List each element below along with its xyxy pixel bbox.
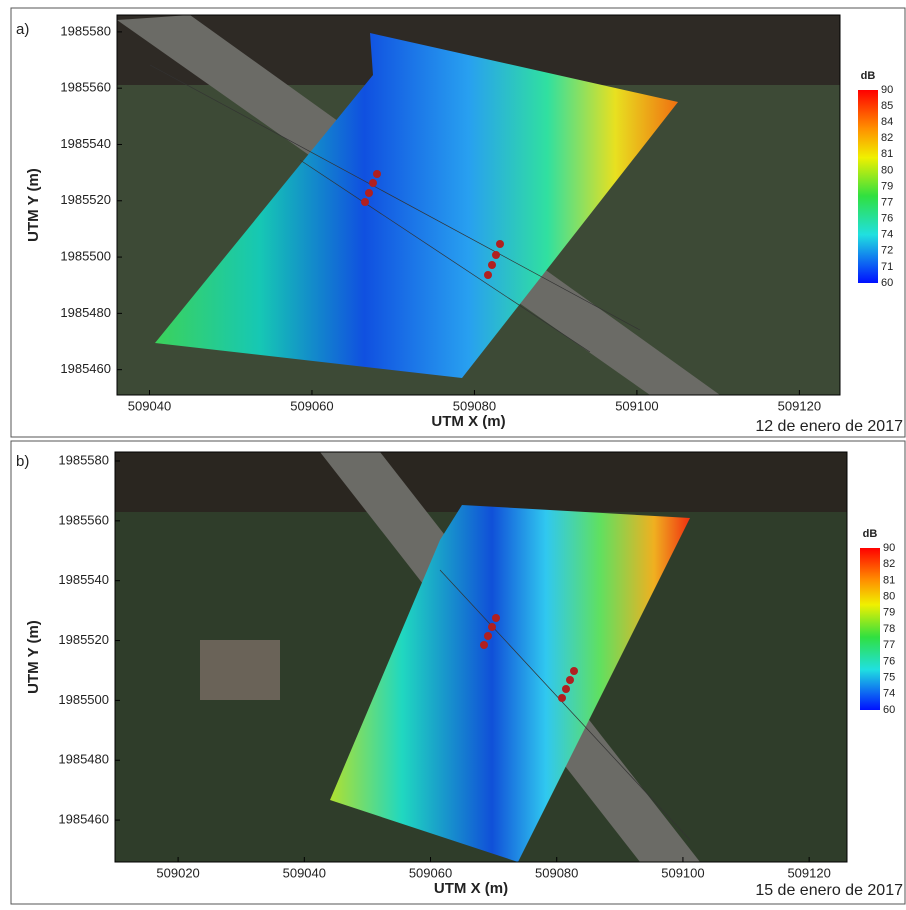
colorbar-label: 76 xyxy=(883,655,895,667)
x-tick-label: 509060 xyxy=(409,865,452,880)
colorbar-label: 77 xyxy=(883,639,895,651)
x-tick-label: 509080 xyxy=(535,865,578,880)
y-tick-label: 1985580 xyxy=(58,452,109,467)
colorbar-label: 80 xyxy=(881,164,893,176)
y-tick-label: 1985560 xyxy=(58,512,109,527)
colorbar-label: 81 xyxy=(883,574,895,586)
colorbar-label: 85 xyxy=(881,100,893,112)
x-tick-label: 509100 xyxy=(661,865,704,880)
x-axis-label: UTM X (m) xyxy=(431,413,505,430)
panel-label: b) xyxy=(16,453,29,470)
x-tick-label: 509120 xyxy=(787,865,830,880)
colorbar-label: 77 xyxy=(881,196,893,208)
colorbar-label: 84 xyxy=(881,116,893,128)
panel-label: a) xyxy=(16,21,29,38)
colorbar-label: 74 xyxy=(881,229,893,241)
colorbar-label: 81 xyxy=(881,148,893,160)
y-tick-label: 1985520 xyxy=(60,192,111,207)
colorbar xyxy=(858,90,878,283)
aerial-field xyxy=(115,452,847,512)
x-tick-label: 509040 xyxy=(128,398,171,413)
x-axis-label: UTM X (m) xyxy=(434,880,508,897)
colorbar-label: 82 xyxy=(883,558,895,570)
x-tick-label: 509040 xyxy=(283,865,326,880)
colorbar-label: 78 xyxy=(883,623,895,635)
y-tick-label: 1985520 xyxy=(58,632,109,647)
date-label: 12 de enero de 2017 xyxy=(755,418,903,435)
colorbar-title: dB xyxy=(861,70,876,82)
colorbar-label: 74 xyxy=(883,688,895,700)
colorbar-label: 60 xyxy=(883,704,895,716)
colorbar xyxy=(860,548,880,710)
y-tick-label: 1985540 xyxy=(60,136,111,151)
colorbar-label: 79 xyxy=(881,180,893,192)
y-tick-label: 1985480 xyxy=(60,305,111,320)
y-tick-label: 1985460 xyxy=(58,812,109,827)
y-tick-label: 1985560 xyxy=(60,80,111,95)
y-axis-label: UTM Y (m) xyxy=(25,168,42,242)
x-tick-label: 509020 xyxy=(156,865,199,880)
x-tick-label: 509100 xyxy=(615,398,658,413)
colorbar-label: 82 xyxy=(881,132,893,144)
colorbar-label: 75 xyxy=(883,672,895,684)
y-tick-label: 1985500 xyxy=(58,692,109,707)
y-tick-label: 1985460 xyxy=(60,361,111,376)
y-tick-label: 1985500 xyxy=(60,249,111,264)
x-tick-label: 509080 xyxy=(453,398,496,413)
x-tick-label: 509060 xyxy=(290,398,333,413)
colorbar-label: 90 xyxy=(881,84,893,96)
colorbar-title: dB xyxy=(863,528,878,540)
colorbar-label: 79 xyxy=(883,607,895,619)
colorbar-label: 72 xyxy=(881,245,893,257)
y-tick-label: 1985540 xyxy=(58,572,109,587)
figure: 509040 509060 509080 509100 509120 1985460 198… xyxy=(0,0,906,905)
x-tick-label: 509120 xyxy=(778,398,821,413)
aerial-building xyxy=(200,640,280,700)
colorbar-label: 76 xyxy=(881,213,893,225)
colorbar-label: 60 xyxy=(881,277,893,289)
colorbar-label: 90 xyxy=(883,542,895,554)
y-axis-label: UTM Y (m) xyxy=(25,620,42,694)
y-tick-label: 1985580 xyxy=(60,23,111,38)
date-label: 15 de enero de 2017 xyxy=(755,882,903,899)
colorbar-label: 80 xyxy=(883,591,895,603)
y-tick-label: 1985480 xyxy=(58,752,109,767)
colorbar-label: 71 xyxy=(881,261,893,273)
